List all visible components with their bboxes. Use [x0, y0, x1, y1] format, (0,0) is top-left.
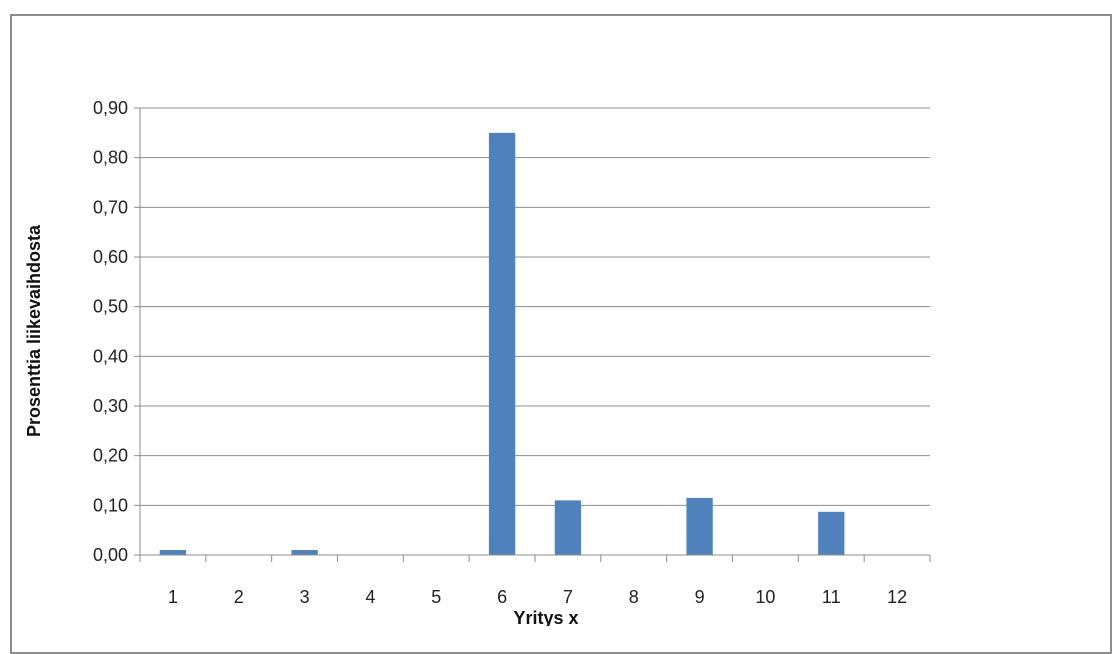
bar	[818, 511, 845, 555]
y-tick-label: 0,30	[93, 396, 128, 416]
bar	[686, 497, 713, 555]
x-tick-label: 3	[300, 587, 310, 607]
x-tick-label: 5	[431, 587, 441, 607]
x-tick-label: 1	[168, 587, 178, 607]
bar	[554, 500, 582, 555]
x-tick-label: 9	[695, 587, 705, 607]
axes	[134, 107, 931, 562]
x-tick-label: 2	[234, 587, 244, 607]
y-tick-label: 0,70	[93, 197, 128, 217]
bars	[159, 132, 845, 556]
x-tick-label: 10	[755, 587, 775, 607]
y-tick-label: 0,60	[93, 247, 128, 267]
x-tick-label: 7	[563, 587, 573, 607]
x-tick-label: 8	[629, 587, 639, 607]
y-tick-label: 0,20	[93, 446, 128, 466]
gridlines	[140, 107, 930, 506]
y-tick-label: 0,10	[93, 495, 128, 515]
y-tick-label: 0,50	[93, 297, 128, 317]
bar	[291, 550, 318, 555]
x-tick-label: 6	[497, 587, 507, 607]
y-axis-title: Prosenttia liikevaihdosta	[24, 224, 44, 437]
x-tick-label: 12	[887, 587, 907, 607]
x-tick-labels: 1 2 3 4 5 6 7 8 9 10 11 12	[168, 587, 907, 607]
y-tick-label: 0,00	[93, 545, 128, 565]
x-tick-label: 11	[822, 587, 841, 607]
bar-chart: 0,00 0,10 0,20 0,30 0,40 0,50 0,60 0,70 0,80 0,90…	[24, 98, 931, 626]
x-tick-label: 4	[365, 587, 375, 607]
bar	[159, 550, 187, 555]
y-tick-label: 0,40	[93, 346, 128, 366]
y-tick-label: 0,80	[93, 148, 128, 168]
y-tick-label: 0,90	[93, 98, 128, 118]
y-tick-labels: 0,00 0,10 0,20 0,30 0,40 0,50 0,60 0,70 0,80 0,90	[93, 98, 128, 565]
bar	[488, 132, 516, 556]
x-axis-title: Yritys x	[513, 608, 578, 626]
